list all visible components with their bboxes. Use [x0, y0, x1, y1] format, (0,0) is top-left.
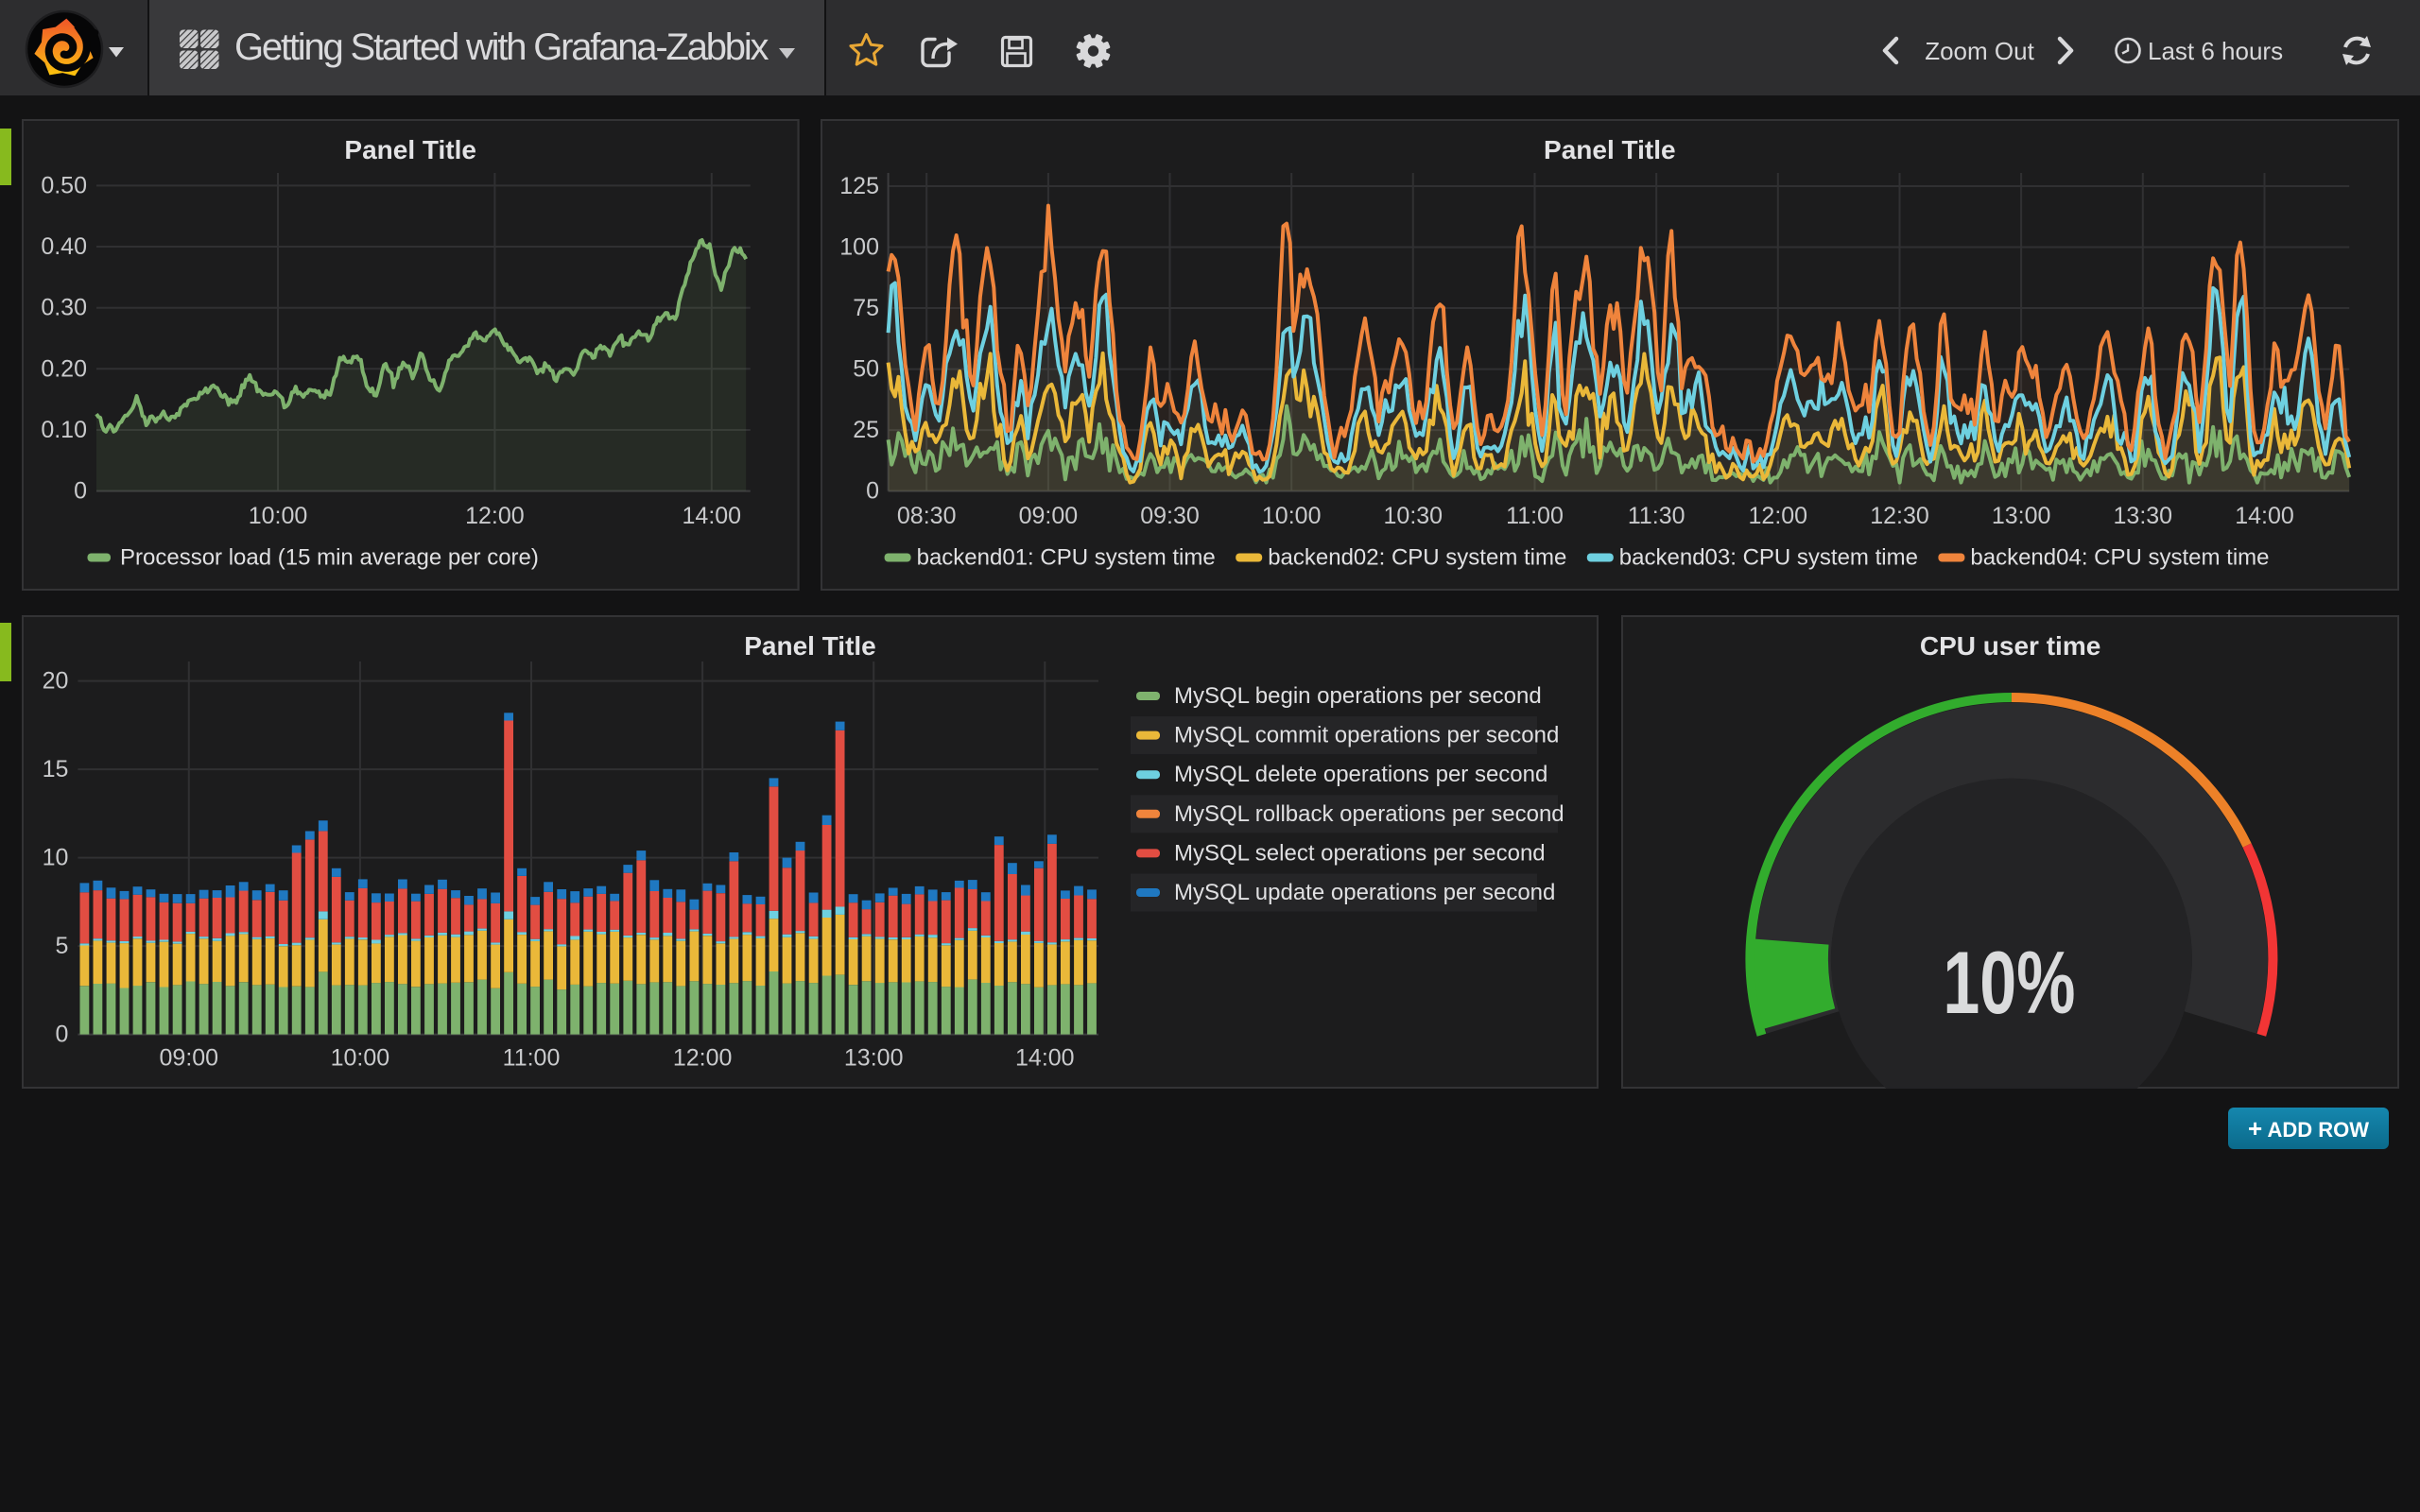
svg-text:10%: 10%	[1943, 933, 2075, 1032]
svg-text:25: 25	[854, 417, 880, 443]
svg-text:MySQL select operations per se: MySQL select operations per second	[1174, 840, 1546, 866]
svg-text:0: 0	[74, 478, 87, 505]
svg-text:09:00: 09:00	[160, 1045, 219, 1072]
svg-text:20: 20	[43, 668, 69, 695]
svg-text:11:30: 11:30	[1628, 503, 1685, 529]
svg-text:0.10: 0.10	[41, 417, 87, 443]
svg-text:backend03: CPU system time: backend03: CPU system time	[1619, 545, 1918, 571]
svg-text:Processor load (15 min average: Processor load (15 min average per core)	[120, 545, 539, 571]
svg-text:Zoom Out: Zoom Out	[1925, 37, 2034, 65]
svg-text:12:00: 12:00	[673, 1045, 733, 1072]
svg-text:10:00: 10:00	[1262, 503, 1322, 529]
svg-text:10: 10	[43, 845, 69, 871]
svg-text:10:30: 10:30	[1384, 503, 1443, 529]
svg-text:MySQL commit operations per se: MySQL commit operations per second	[1174, 723, 1559, 748]
svg-text:13:00: 13:00	[844, 1045, 904, 1072]
svg-text:11:00: 11:00	[503, 1045, 561, 1072]
svg-text:Panel Title: Panel Title	[344, 135, 476, 164]
svg-text:11:00: 11:00	[1507, 503, 1564, 529]
svg-text:0.40: 0.40	[41, 233, 87, 260]
svg-text:12:00: 12:00	[465, 503, 525, 529]
svg-text:125: 125	[840, 173, 880, 199]
svg-text:14:00: 14:00	[1015, 1045, 1075, 1072]
svg-text:0.50: 0.50	[41, 172, 87, 198]
svg-text:13:00: 13:00	[1992, 503, 2051, 529]
svg-text:0.30: 0.30	[41, 295, 87, 321]
svg-text:15: 15	[43, 756, 69, 782]
svg-text:Panel Title: Panel Title	[744, 631, 876, 661]
svg-text:MySQL delete operations per se: MySQL delete operations per second	[1174, 762, 1547, 787]
svg-text:14:00: 14:00	[683, 503, 742, 529]
svg-text:Panel Title: Panel Title	[1544, 135, 1676, 164]
svg-text:MySQL begin operations per sec: MySQL begin operations per second	[1174, 683, 1542, 709]
svg-text:12:00: 12:00	[1749, 503, 1808, 529]
svg-text:0: 0	[866, 478, 879, 505]
svg-text:0: 0	[55, 1022, 68, 1048]
svg-text:08:30: 08:30	[897, 503, 957, 529]
svg-text:50: 50	[854, 356, 880, 383]
svg-text:09:00: 09:00	[1019, 503, 1079, 529]
svg-text:10:00: 10:00	[331, 1045, 390, 1072]
svg-text:10:00: 10:00	[249, 503, 308, 529]
svg-text:0.20: 0.20	[41, 355, 87, 382]
svg-text:13:30: 13:30	[2114, 503, 2173, 529]
svg-text:75: 75	[854, 295, 880, 321]
svg-text:MySQL rollback operations per: MySQL rollback operations per second	[1174, 801, 1564, 827]
svg-text:backend02: CPU system time: backend02: CPU system time	[1269, 545, 1567, 571]
svg-text:CPU user time: CPU user time	[1920, 631, 2100, 661]
svg-text:Last 6 hours: Last 6 hours	[2148, 37, 2283, 65]
svg-text:backend01: CPU system time: backend01: CPU system time	[917, 545, 1216, 571]
svg-text:14:00: 14:00	[2236, 503, 2295, 529]
svg-text:09:30: 09:30	[1141, 503, 1201, 529]
svg-text:100: 100	[840, 234, 880, 261]
svg-text:12:30: 12:30	[1871, 503, 1930, 529]
svg-text:5: 5	[55, 933, 68, 959]
svg-text:backend04: CPU system time: backend04: CPU system time	[1971, 545, 2270, 571]
svg-text:MySQL update operations per se: MySQL update operations per second	[1174, 880, 1555, 905]
